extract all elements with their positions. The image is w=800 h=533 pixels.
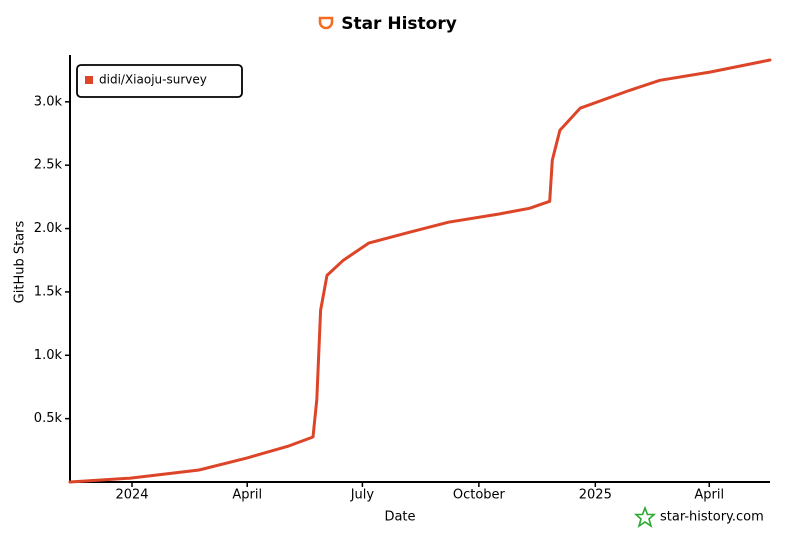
y-tick-label: 3.0k bbox=[34, 94, 63, 109]
y-tick-label: 1.5k bbox=[34, 284, 63, 299]
x-tick-label: October bbox=[453, 488, 506, 503]
x-tick-label: 2025 bbox=[579, 488, 612, 503]
x-axis-label: Date bbox=[384, 510, 415, 525]
y-tick-label: 0.5k bbox=[34, 411, 63, 426]
line bbox=[68, 58, 772, 484]
legend-label: didi/Xiaoju-survey bbox=[99, 73, 207, 87]
y-axis-label: GitHub Stars bbox=[13, 220, 28, 303]
y-tick-label: 2.5k bbox=[34, 158, 63, 173]
x-tick-label: April bbox=[694, 488, 724, 503]
legend-swatch bbox=[85, 76, 93, 84]
x-tick-label: April bbox=[232, 488, 262, 503]
watermark: star-history.com bbox=[660, 510, 764, 525]
y-tick-label: 2.0k bbox=[34, 221, 63, 236]
chart-title: Star History bbox=[341, 14, 457, 34]
x-tick-label: July bbox=[350, 488, 375, 503]
logo bbox=[318, 16, 334, 30]
watermark-icon bbox=[633, 505, 657, 528]
x-tick-label: 2024 bbox=[115, 488, 148, 503]
y-tick-label: 1.0k bbox=[34, 348, 63, 363]
legend-box bbox=[76, 64, 243, 98]
